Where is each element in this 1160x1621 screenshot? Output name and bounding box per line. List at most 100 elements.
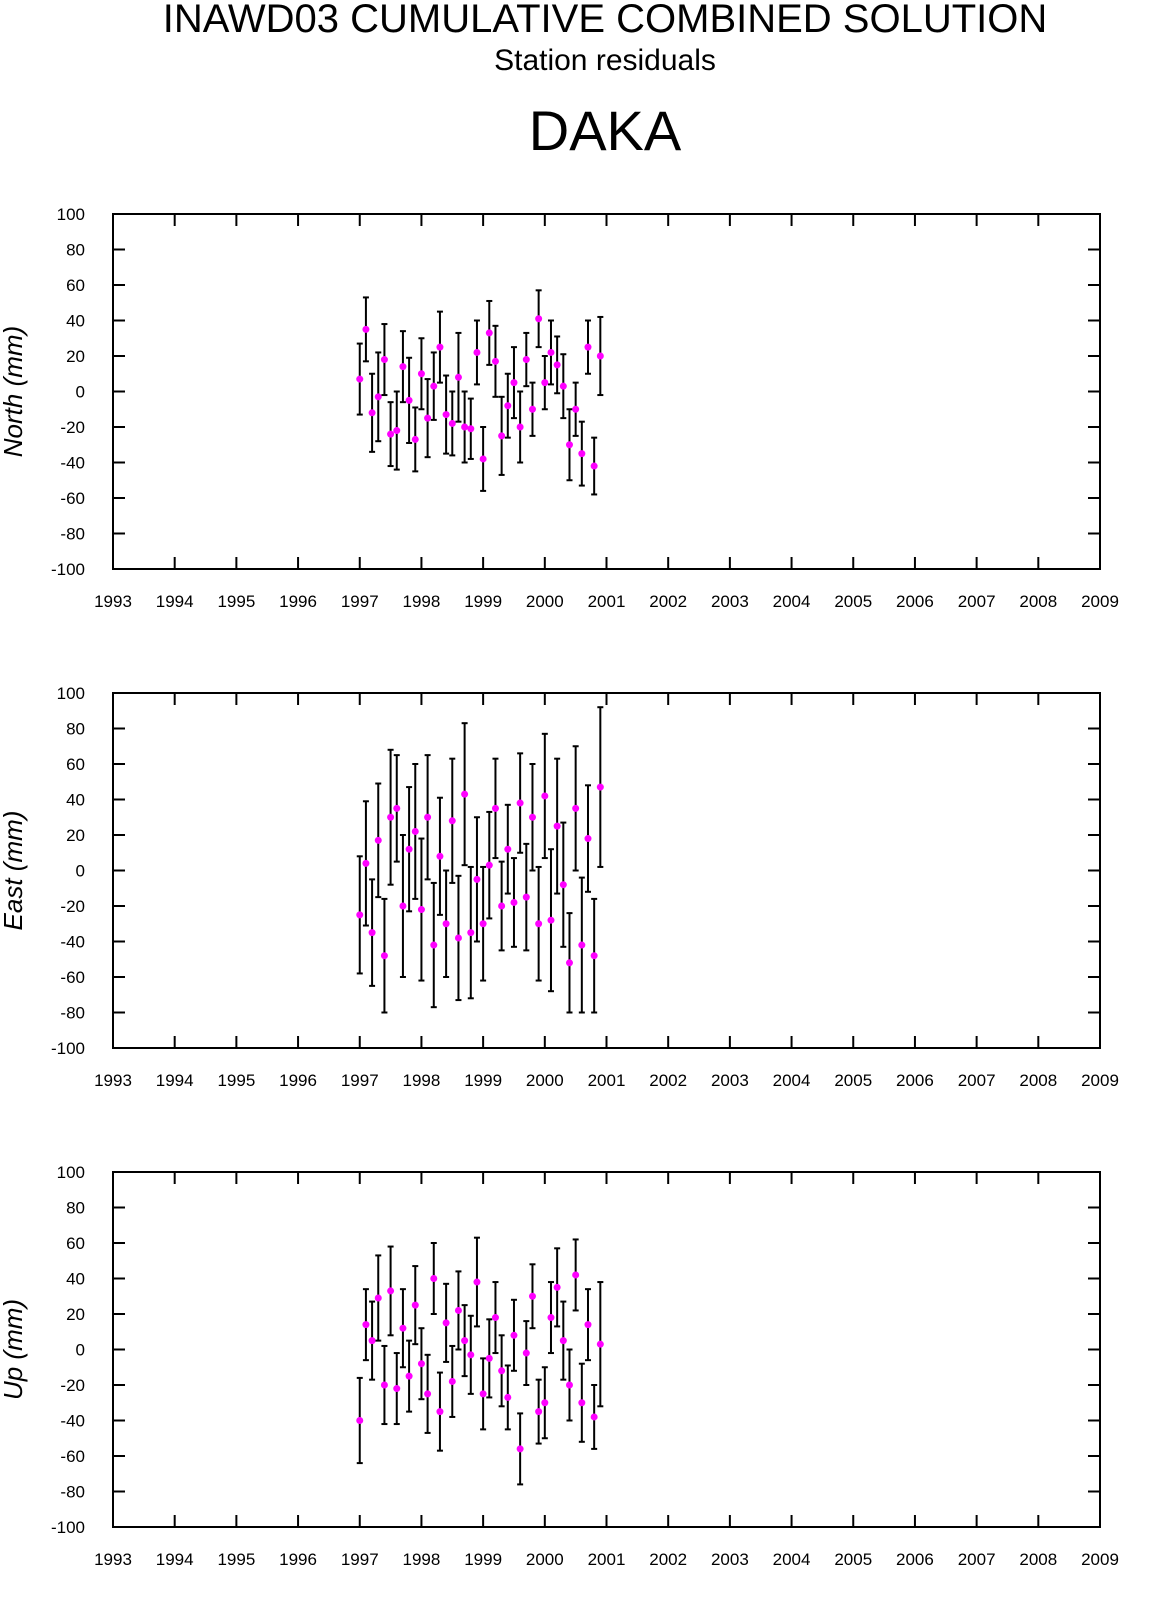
data-point <box>565 441 573 449</box>
x-tick-label: 2002 <box>649 1071 687 1090</box>
data-point <box>578 450 586 458</box>
x-tick-label: 2000 <box>526 1071 564 1090</box>
data-point <box>479 920 487 928</box>
data-point <box>399 1324 407 1332</box>
data-point <box>572 405 580 413</box>
data-point <box>565 1381 573 1389</box>
x-tick-label: 2000 <box>526 592 564 611</box>
data-point <box>504 402 512 410</box>
data-point <box>473 875 481 883</box>
data-point <box>510 898 518 906</box>
data-point <box>535 920 543 928</box>
data-point <box>387 813 395 821</box>
x-tick-label: 1995 <box>217 1071 255 1090</box>
x-tick-label: 2005 <box>834 1071 872 1090</box>
data-point <box>362 859 370 867</box>
data-point <box>590 1413 598 1421</box>
data-point <box>411 435 419 443</box>
data-point <box>405 396 413 404</box>
y-tick-label: 20 <box>66 826 85 845</box>
data-point <box>541 379 549 387</box>
x-tick-label: 2008 <box>1019 592 1057 611</box>
x-tick-label: 2007 <box>958 592 996 611</box>
data-point <box>467 929 475 937</box>
data-point <box>424 414 432 422</box>
x-tick-label: 1994 <box>156 592 194 611</box>
y-tick-label: -80 <box>60 1004 85 1023</box>
subtitle: Station residuals <box>494 44 716 77</box>
data-point <box>417 370 425 378</box>
data-point <box>584 1321 592 1329</box>
data-point <box>584 343 592 351</box>
x-tick-label: 2007 <box>958 1071 996 1090</box>
data-point <box>454 1306 462 1314</box>
data-point <box>380 952 388 960</box>
y-tick-label: -40 <box>60 1412 85 1431</box>
station-name: DAKA <box>529 99 682 162</box>
x-tick-label: 2006 <box>896 592 934 611</box>
data-point <box>522 1349 530 1357</box>
data-point <box>578 1399 586 1407</box>
data-point <box>461 1337 469 1345</box>
x-tick-label: 2007 <box>958 1550 996 1569</box>
x-tick-label: 1997 <box>341 1550 379 1569</box>
data-point <box>448 419 456 427</box>
data-point <box>559 1337 567 1345</box>
y-tick-label: 20 <box>66 347 85 366</box>
x-tick-label: 2005 <box>834 592 872 611</box>
data-point <box>528 405 536 413</box>
data-point <box>362 325 370 333</box>
x-tick-label: 2000 <box>526 1550 564 1569</box>
y-tick-label: 40 <box>66 791 85 810</box>
y-tick-label: -60 <box>60 968 85 987</box>
data-point <box>374 1294 382 1302</box>
data-point <box>541 1399 549 1407</box>
data-point <box>405 845 413 853</box>
x-tick-label: 1994 <box>156 1071 194 1090</box>
x-tick-label: 1993 <box>94 1550 132 1569</box>
x-tick-label: 1996 <box>279 1550 317 1569</box>
data-point <box>467 425 475 433</box>
data-point <box>454 373 462 381</box>
data-point <box>442 920 450 928</box>
data-point <box>491 804 499 812</box>
x-tick-label: 1996 <box>279 592 317 611</box>
data-point <box>528 1292 536 1300</box>
data-point <box>380 356 388 364</box>
data-point <box>368 409 376 417</box>
data-point <box>436 852 444 860</box>
title: INAWD03 CUMULATIVE COMBINED SOLUTION <box>163 0 1048 41</box>
y-tick-label: -60 <box>60 489 85 508</box>
data-point <box>510 379 518 387</box>
x-tick-label: 2003 <box>711 592 749 611</box>
data-point <box>522 356 530 364</box>
y-tick-label: -100 <box>51 560 85 579</box>
x-tick-label: 1998 <box>403 1550 441 1569</box>
data-point <box>424 1390 432 1398</box>
x-tick-label: 2005 <box>834 1550 872 1569</box>
x-tick-label: 1993 <box>94 592 132 611</box>
data-point <box>430 1275 438 1282</box>
y-tick-label: -20 <box>60 897 85 916</box>
data-point <box>387 1287 395 1295</box>
data-point <box>461 423 469 431</box>
data-point <box>516 423 524 431</box>
x-tick-label: 2001 <box>588 592 626 611</box>
data-point <box>362 1321 370 1329</box>
data-point <box>590 462 598 470</box>
y-tick-label: 0 <box>76 1341 85 1360</box>
data-point <box>424 813 432 821</box>
data-point <box>516 1445 524 1453</box>
data-point <box>430 941 438 949</box>
data-point <box>491 1314 499 1322</box>
y-tick-label: 40 <box>66 312 85 331</box>
data-point <box>565 959 573 967</box>
y-tick-label: 80 <box>66 720 85 739</box>
y-tick-label: 60 <box>66 755 85 774</box>
data-point <box>572 804 580 812</box>
x-tick-label: 1998 <box>403 1071 441 1090</box>
x-tick-label: 2004 <box>773 1550 811 1569</box>
data-point <box>454 934 462 942</box>
data-point <box>479 455 487 463</box>
y-tick-label: -80 <box>60 525 85 544</box>
